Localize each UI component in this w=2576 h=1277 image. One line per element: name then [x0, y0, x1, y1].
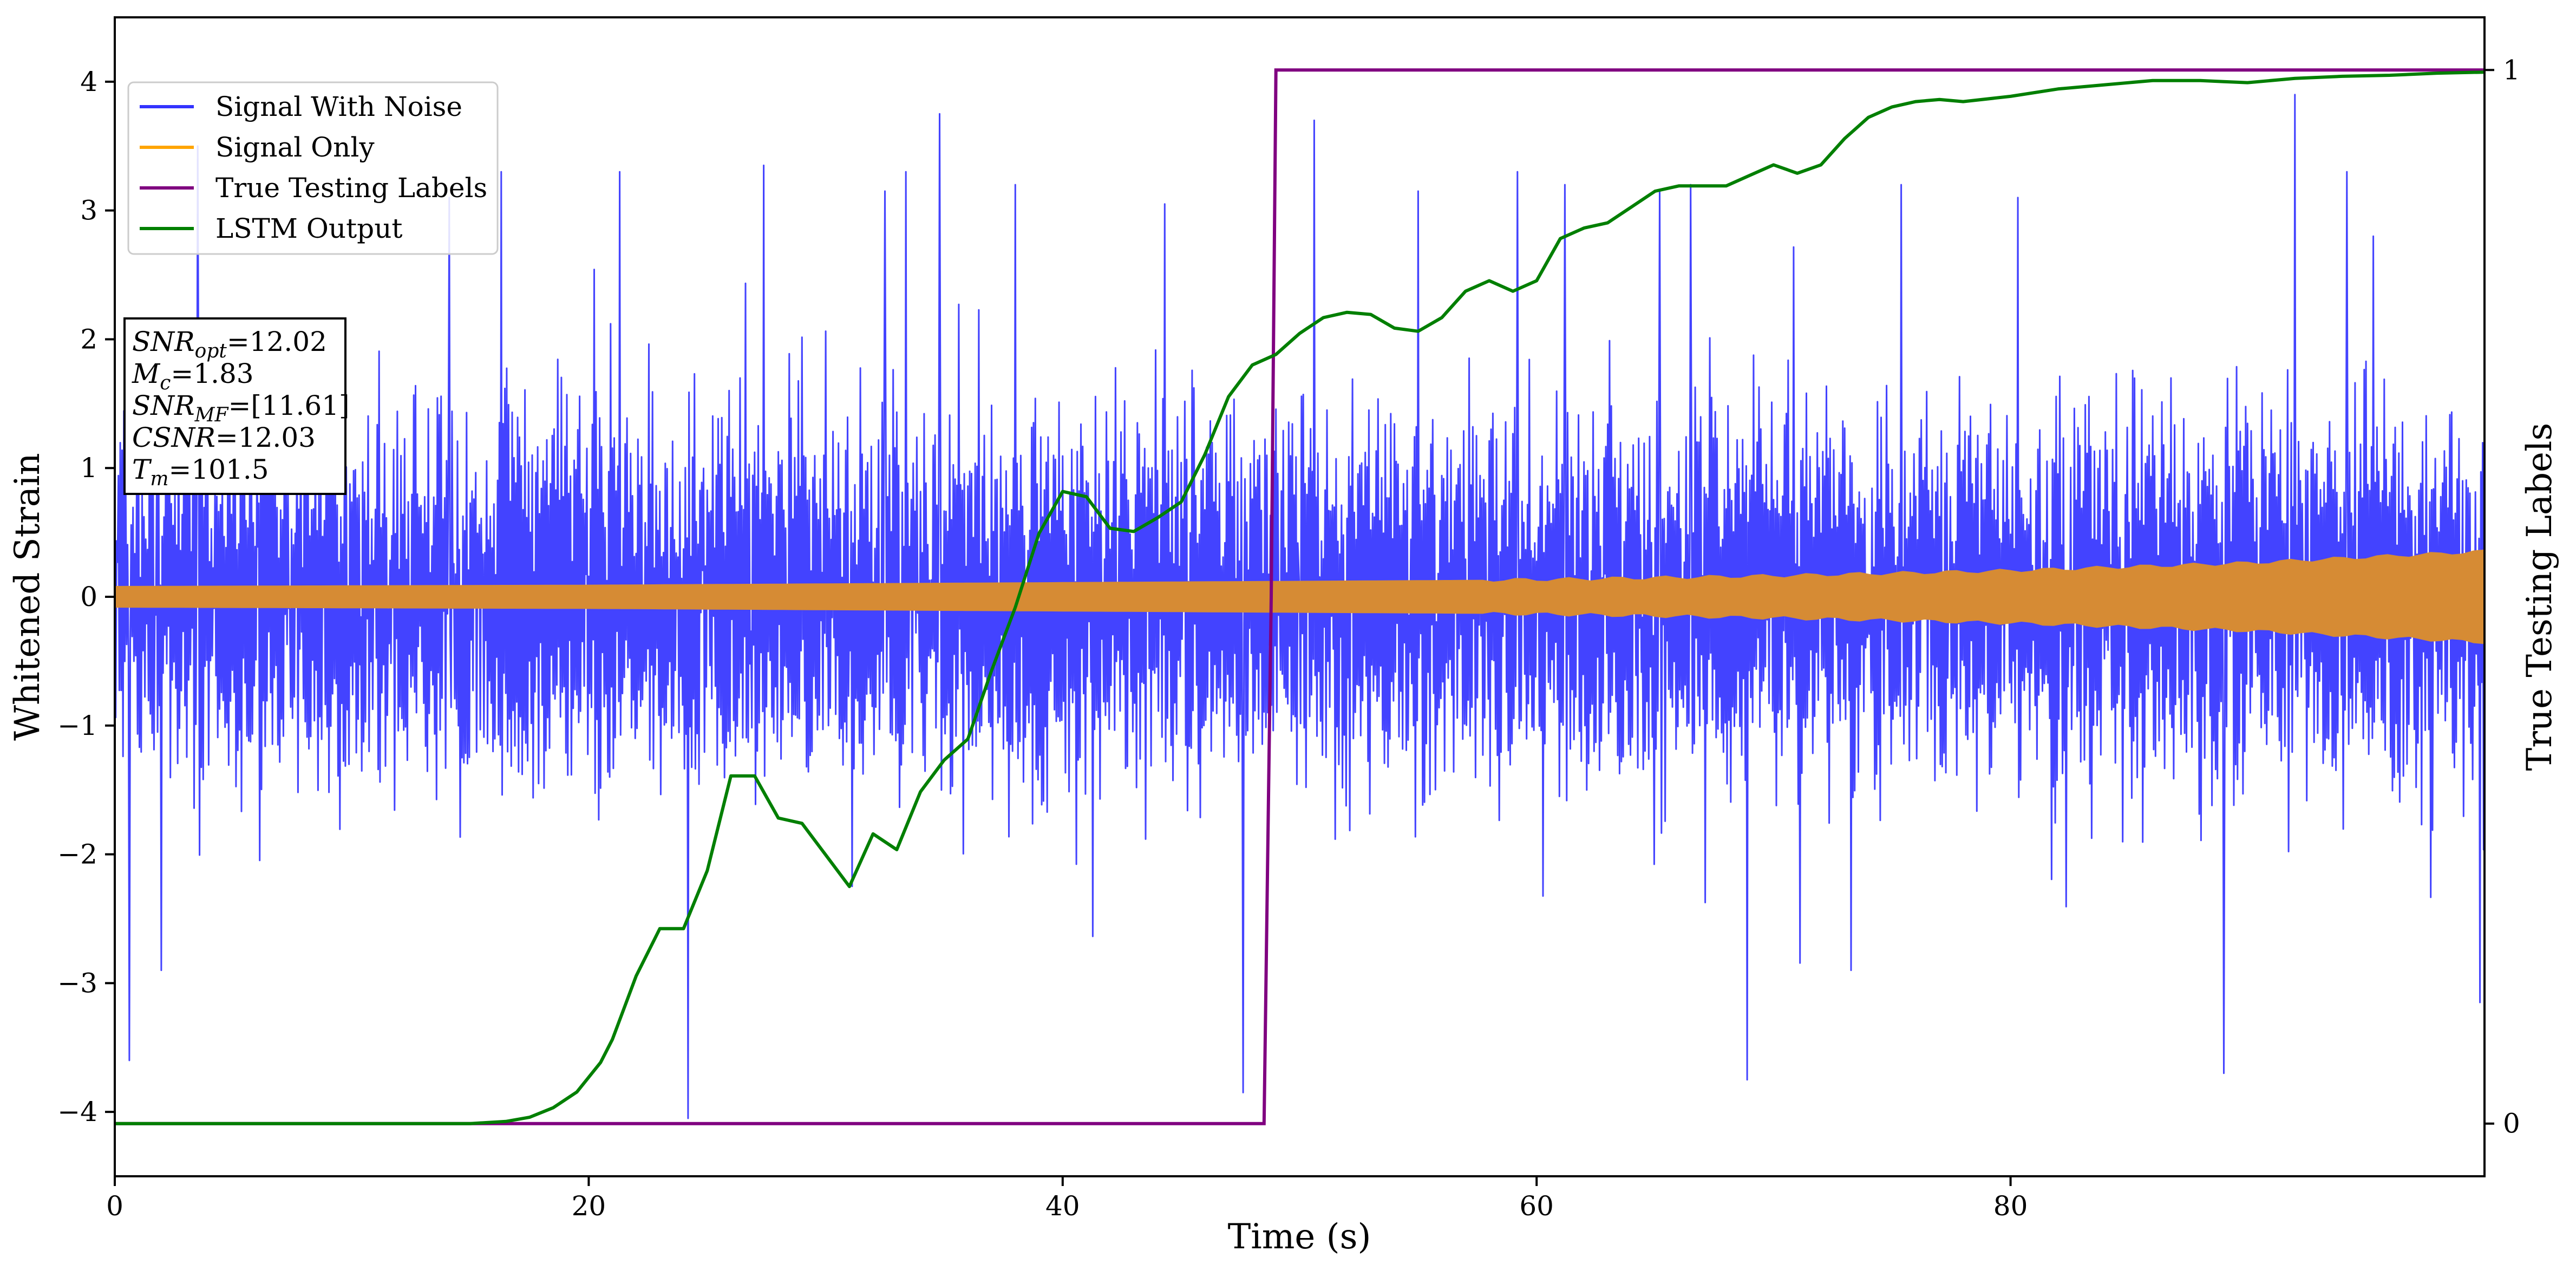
annotation-line: SNRopt=12.02 [132, 326, 327, 362]
y-tick-label: −1 [57, 710, 97, 741]
x-tick-label: 0 [106, 1190, 123, 1222]
x-axis-ticks: 0 20 40 60 80 [106, 1176, 2028, 1222]
series-signal-only [115, 549, 2485, 644]
legend-label-signal-with-noise: Signal With Noise [215, 91, 462, 122]
x-tick-label: 20 [572, 1190, 606, 1222]
true-testing-labels-line [115, 68, 2485, 1125]
y-tick-label: −2 [57, 839, 97, 870]
y-tick-label: 2 [80, 323, 97, 355]
y2-axis-title: True Testing Labels [2520, 423, 2560, 771]
y-tick-label: 1 [80, 452, 97, 484]
y-tick-label: 4 [80, 66, 97, 97]
legend-box [127, 81, 499, 255]
y-tick-label: 3 [80, 195, 97, 226]
legend-label-signal-only: Signal Only [215, 132, 375, 163]
x-tick-label: 40 [1045, 1190, 1080, 1222]
series-lstm-output [115, 70, 2485, 1125]
y2-axis-ticks: 01 [2485, 54, 2520, 1139]
legend-label-lstm-output: LSTM Output [215, 213, 402, 244]
legend: Signal With Noise Signal Only True Testi… [127, 81, 499, 255]
signal-only-band [115, 549, 2485, 644]
annotation-box: SNRopt=12.02Mc=1.83SNRMF=[11.61]CSNR=12.… [123, 317, 350, 495]
annotation-line: CSNR=12.03 [132, 422, 316, 453]
annotation-line: Tm=101.5 [132, 454, 269, 490]
y-tick-label: 0 [80, 581, 97, 613]
x-tick-label: 80 [1993, 1190, 2028, 1222]
y-tick-label: −4 [57, 1096, 97, 1128]
lstm-output-line [115, 70, 2485, 1125]
annotation-frame [123, 317, 346, 495]
x-tick-label: 60 [1519, 1190, 1554, 1222]
y-tick-label: −3 [57, 967, 97, 999]
y-axis-ticks: −4 −3 −2 −1 0 1 2 3 4 [57, 66, 115, 1128]
legend-label-true-testing-labels: True Testing Labels [215, 172, 487, 204]
annotation-line: Mc=1.83 [132, 358, 254, 394]
y2-tick-label: 0 [2503, 1108, 2520, 1139]
series-true-testing-labels [115, 68, 2485, 1125]
y-axis-title: Whitened Strain [8, 453, 48, 740]
x-axis-title: Time (s) [1228, 1217, 1371, 1257]
y2-tick-label: 1 [2503, 54, 2520, 86]
annotation-line: SNRMF=[11.61] [132, 390, 350, 426]
